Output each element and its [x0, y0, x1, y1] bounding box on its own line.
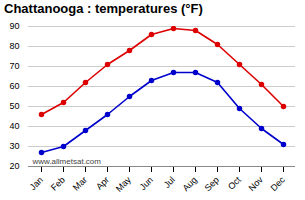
- svg-text:80: 80: [9, 41, 19, 51]
- svg-text:Oct: Oct: [226, 174, 243, 191]
- svg-text:www.allmetsat.com: www.allmetsat.com: [32, 157, 102, 166]
- svg-text:Apr: Apr: [94, 175, 111, 192]
- svg-text:Feb: Feb: [49, 175, 67, 193]
- svg-text:Nov: Nov: [247, 174, 266, 193]
- svg-text:90: 90: [9, 21, 19, 31]
- svg-text:Aug: Aug: [181, 175, 199, 193]
- html-text:Chattanooga : temperatures (°F: Chattanooga : temperatures (°F): [4, 1, 203, 16]
- svg-text:40: 40: [9, 121, 19, 131]
- svg-text:Dec: Dec: [269, 174, 288, 193]
- svg-text:Jul: Jul: [162, 175, 177, 190]
- svg-text:May: May: [114, 174, 133, 193]
- svg-text:60: 60: [9, 81, 19, 91]
- svg-text:30: 30: [9, 141, 19, 151]
- svg-text:Sep: Sep: [203, 175, 221, 193]
- svg-text:Jun: Jun: [138, 175, 155, 192]
- svg-text:50: 50: [9, 101, 19, 111]
- svg-text:Jan: Jan: [28, 175, 45, 192]
- svg-text:20: 20: [9, 161, 19, 171]
- svg-text:70: 70: [9, 61, 19, 71]
- svg-text:Mar: Mar: [71, 175, 89, 193]
